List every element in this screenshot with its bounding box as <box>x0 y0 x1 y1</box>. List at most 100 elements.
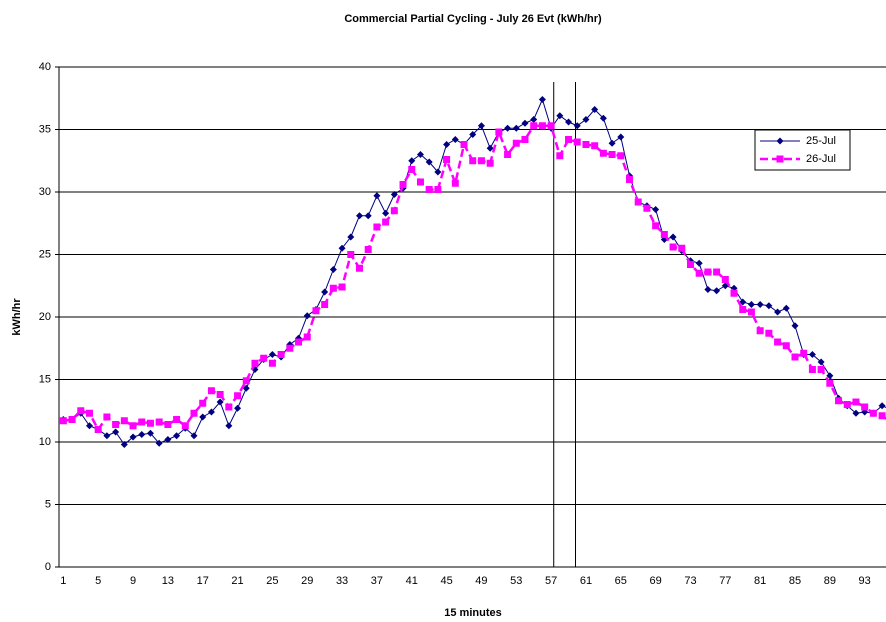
data-point <box>852 398 860 406</box>
data-point <box>878 412 886 420</box>
x-tick-label: 85 <box>789 575 801 587</box>
data-point <box>721 276 729 283</box>
data-point <box>138 431 146 438</box>
data-point <box>869 409 877 417</box>
x-tick-label: 5 <box>95 575 101 587</box>
data-point <box>713 268 721 276</box>
data-point <box>425 186 433 193</box>
data-point <box>660 231 668 238</box>
x-tick-label: 49 <box>475 575 487 587</box>
data-point <box>425 158 433 166</box>
data-point <box>695 259 703 267</box>
data-point <box>774 308 782 316</box>
data-point <box>504 151 512 158</box>
data-point <box>234 404 242 412</box>
data-point <box>181 422 189 430</box>
x-tick-label: 61 <box>580 575 592 587</box>
x-tick-label: 13 <box>162 575 174 587</box>
legend-label: 26-Jul <box>806 153 836 165</box>
data-point <box>538 122 546 130</box>
data-point <box>146 419 154 427</box>
legend: 25-Jul 26-Jul <box>754 129 851 171</box>
data-point <box>329 266 337 273</box>
data-point <box>469 157 477 165</box>
data-point <box>582 116 590 123</box>
x-tick-label: 1 <box>60 575 66 587</box>
data-point <box>852 409 860 417</box>
data-point <box>591 106 599 113</box>
data-point <box>338 283 346 291</box>
x-tick-label: 81 <box>754 575 766 587</box>
data-point <box>730 289 738 297</box>
data-point <box>416 151 424 158</box>
data-point <box>495 128 503 136</box>
data-point <box>538 96 546 103</box>
data-point <box>347 233 355 241</box>
data-point <box>591 142 599 150</box>
x-tick-label: 53 <box>510 575 522 587</box>
data-point <box>268 351 276 358</box>
data-point <box>68 416 76 423</box>
data-point <box>704 268 712 276</box>
data-point <box>321 288 329 296</box>
data-point <box>713 287 721 295</box>
data-point <box>791 353 799 361</box>
data-point <box>103 432 111 440</box>
data-point <box>782 304 790 312</box>
x-tick-label: 41 <box>406 575 418 587</box>
data-point <box>364 212 372 220</box>
data-point <box>643 204 651 212</box>
data-point <box>225 422 233 430</box>
data-point <box>835 397 843 405</box>
data-point <box>469 131 477 138</box>
data-point <box>382 209 390 217</box>
data-point <box>286 344 294 352</box>
data-point <box>59 417 67 425</box>
data-point <box>199 413 207 421</box>
data-point <box>277 351 285 358</box>
data-point <box>547 122 555 130</box>
data-point <box>329 284 337 292</box>
data-point <box>747 301 755 308</box>
legend-box <box>754 129 851 171</box>
x-tick-label: 57 <box>545 575 557 587</box>
data-point <box>112 428 120 436</box>
x-tick-label: 77 <box>719 575 731 587</box>
data-point <box>556 152 564 160</box>
data-point <box>826 379 834 387</box>
data-point <box>739 306 747 313</box>
x-tick-label: 21 <box>231 575 243 587</box>
data-point <box>765 302 773 310</box>
legend-marker <box>776 137 784 145</box>
data-point <box>817 366 825 373</box>
data-point <box>434 186 442 193</box>
data-point <box>451 179 459 187</box>
x-tick-label: 33 <box>336 575 348 587</box>
x-tick-label: 9 <box>130 575 136 587</box>
data-point <box>477 157 485 165</box>
data-point <box>190 409 198 417</box>
data-point <box>94 426 102 433</box>
data-point <box>225 403 233 411</box>
data-point <box>826 372 834 380</box>
x-tick-label: 69 <box>650 575 662 587</box>
x-tick-label: 29 <box>301 575 313 587</box>
y-tick-label: 5 <box>45 498 51 510</box>
plot-area <box>59 82 886 567</box>
data-point <box>164 421 172 428</box>
data-point <box>251 359 259 367</box>
data-point <box>695 269 703 277</box>
data-point <box>268 359 276 367</box>
data-point <box>686 261 694 268</box>
data-point <box>652 206 660 213</box>
data-point <box>303 312 311 320</box>
data-point <box>216 398 224 406</box>
data-point <box>747 308 755 316</box>
x-tick-label: 89 <box>824 575 836 587</box>
data-point <box>791 322 799 330</box>
data-point <box>704 286 712 293</box>
x-tick-label: 37 <box>371 575 383 587</box>
data-point <box>120 417 128 425</box>
data-point <box>669 233 677 241</box>
